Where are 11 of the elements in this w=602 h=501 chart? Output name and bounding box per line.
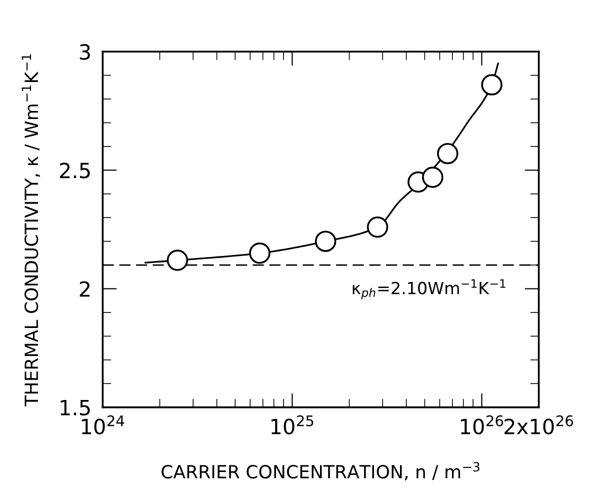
- y-tick-label: 3: [80, 44, 90, 60]
- x-tick-label: 2x10$^{26}$: [504, 415, 573, 434]
- y-tick-label: 1.5: [60, 400, 90, 416]
- x-axis-title: CARRIER CONCENTRATION, n / m$^{−3}$: [162, 462, 480, 480]
- y-tick-label: 2: [80, 281, 90, 297]
- legend-label: κ$_{ph}$=2.10Wm$^{−1}$K$^{−1}$: [352, 279, 506, 300]
- x-tick-label: 10$^{25}$: [271, 415, 314, 434]
- y-tick-label: 2.5: [60, 162, 90, 178]
- x-tick-label: 10$^{26}$: [461, 415, 504, 434]
- x-tick-label: 10$^{24}$: [82, 415, 124, 434]
- y-axis-title: THERMAL CONDUCTIVITY, κ / Wm$^{−1}$K$^{−1}$: [22, 54, 40, 406]
